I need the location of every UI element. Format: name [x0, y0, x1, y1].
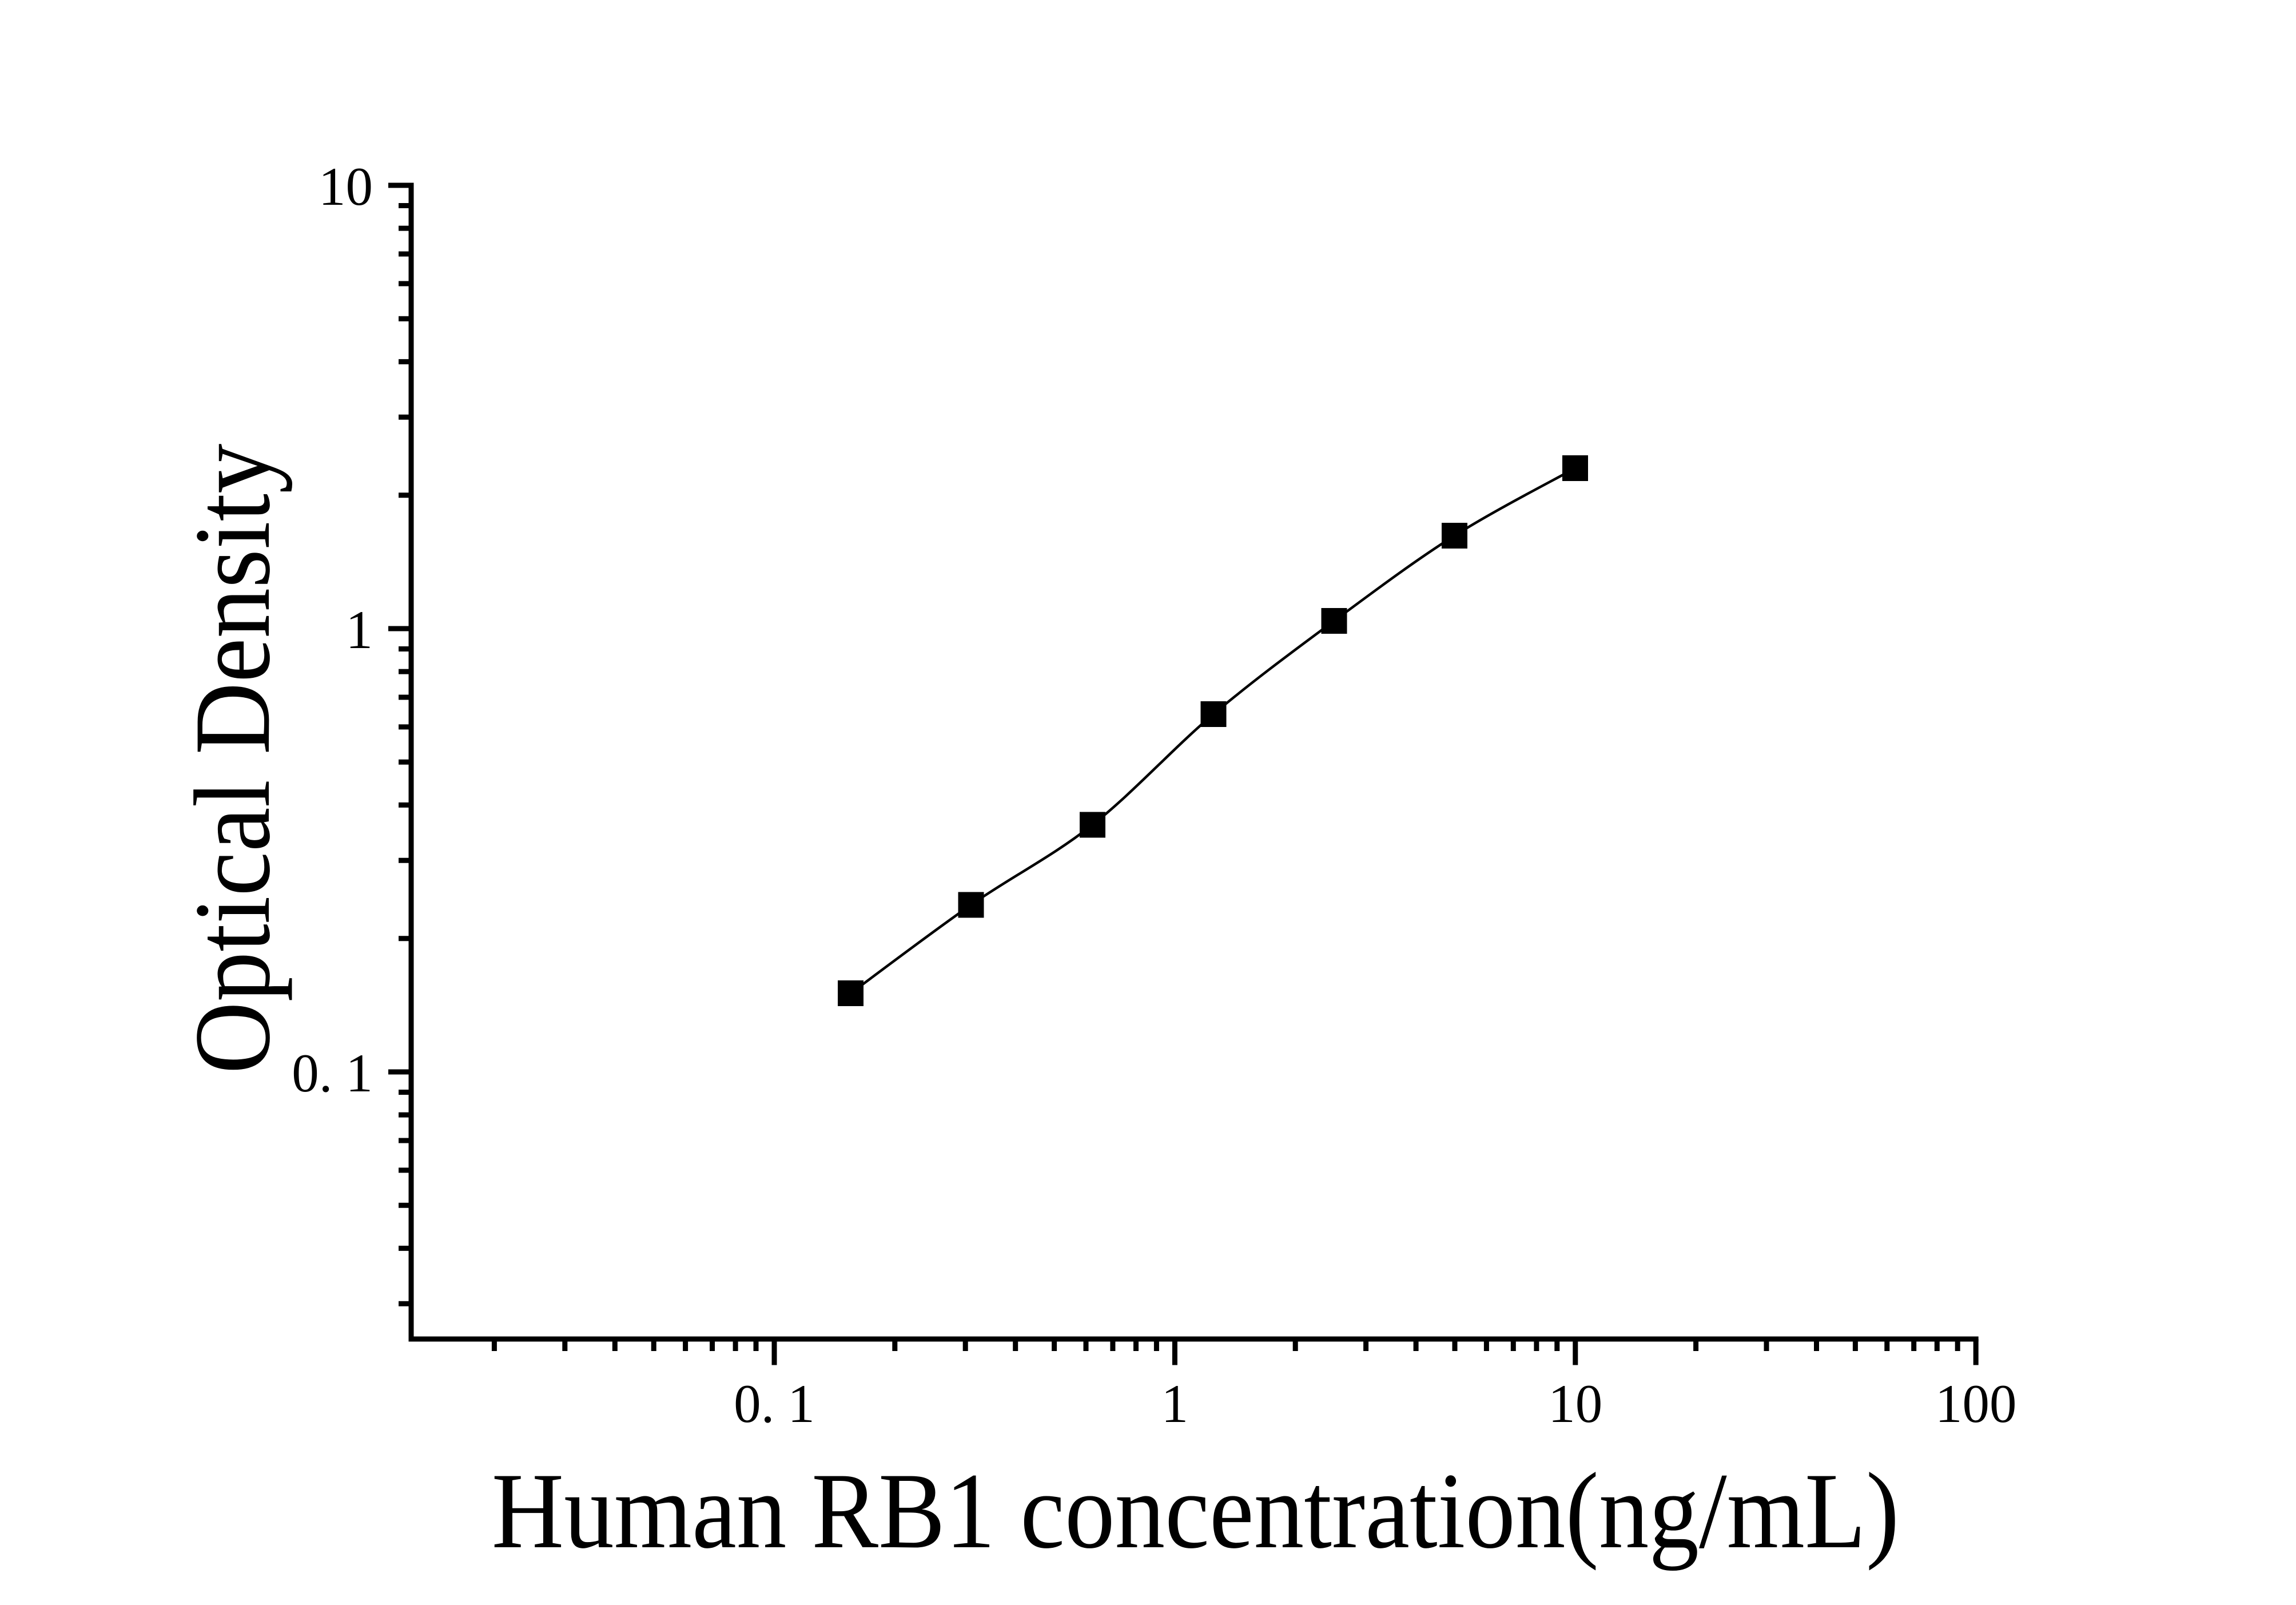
svg-text:10: 10 — [319, 156, 373, 217]
svg-text:10: 10 — [1548, 1373, 1602, 1434]
svg-text:1: 1 — [346, 599, 373, 660]
svg-text:0.1: 0. 1 — [292, 1043, 373, 1103]
svg-text:100: 100 — [1935, 1373, 2017, 1434]
svg-text:1: 1 — [1161, 1373, 1189, 1434]
svg-text:Human RB1 concentration(ng/mL): Human RB1 concentration(ng/mL) — [492, 1451, 1900, 1571]
svg-text:0.1: 0. 1 — [734, 1373, 815, 1434]
svg-text:Optical Density: Optical Density — [172, 444, 292, 1074]
